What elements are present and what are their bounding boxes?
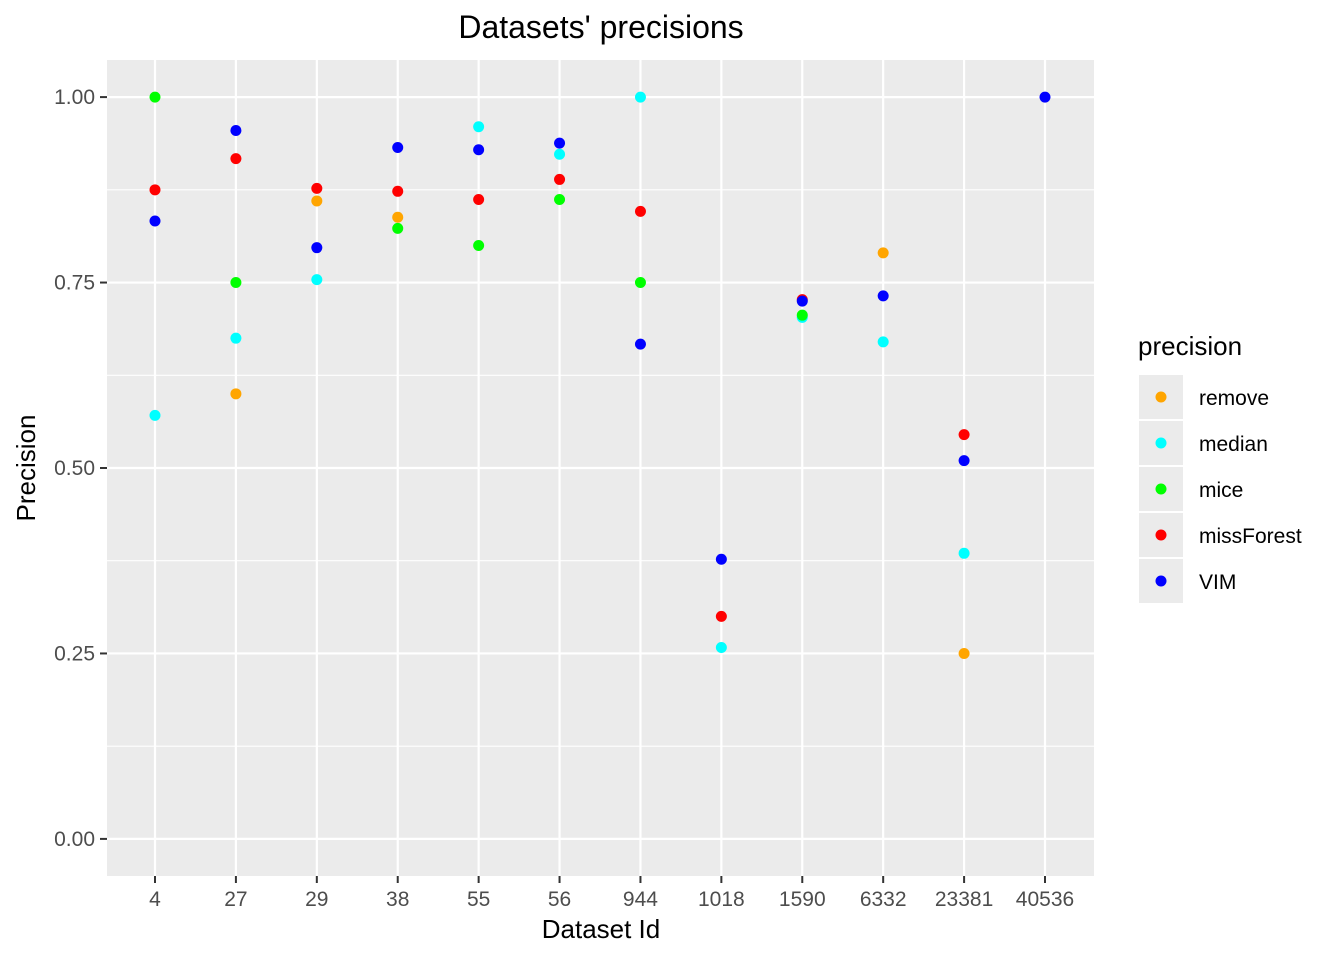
data-point-median	[311, 274, 323, 286]
data-point-missforest	[634, 205, 646, 217]
y-tick-label: 1.00	[54, 86, 95, 109]
data-point-mice	[230, 277, 242, 289]
data-point-median	[958, 547, 970, 559]
data-point-median	[554, 148, 566, 160]
y-tick-label: 0.25	[54, 642, 95, 665]
data-points	[149, 91, 1051, 659]
chart-title: Datasets' precisions	[458, 9, 743, 45]
data-point-missforest	[958, 429, 970, 441]
data-point-missforest	[554, 173, 566, 185]
x-tick-label: 944	[623, 888, 658, 911]
data-point-mice	[634, 277, 646, 289]
data-point-remove	[392, 211, 404, 223]
legend-marker-missforest	[1155, 529, 1167, 541]
data-point-vim	[958, 455, 970, 467]
data-point-median	[634, 91, 646, 103]
legend-marker-remove	[1155, 391, 1167, 403]
data-point-vim	[473, 144, 485, 156]
data-point-mice	[473, 239, 485, 251]
x-tick-label: 1590	[779, 888, 826, 911]
data-point-mice	[796, 309, 808, 321]
y-axis: 0.00 0.25 0.50 0.75 1.00	[54, 86, 107, 851]
y-tick-label: 0.75	[54, 272, 95, 295]
x-tick-label: 38	[386, 888, 409, 911]
data-point-vim	[230, 124, 242, 136]
data-point-mice	[149, 91, 161, 103]
grid-major-lines	[107, 60, 1094, 876]
y-axis-title: Precision	[11, 415, 41, 522]
data-point-vim	[149, 215, 161, 227]
x-tick-label: 56	[548, 888, 571, 911]
data-point-vim	[715, 553, 727, 565]
legend-marker-median	[1155, 437, 1167, 449]
data-point-median	[230, 332, 242, 344]
data-point-remove	[877, 247, 889, 259]
x-tick-label: 40536	[1016, 888, 1074, 911]
data-point-vim	[311, 242, 323, 254]
x-tick-label: 23381	[935, 888, 993, 911]
data-point-remove	[230, 388, 242, 400]
y-tick-label: 0.00	[54, 828, 95, 851]
data-point-missforest	[715, 610, 727, 622]
data-point-remove	[311, 195, 323, 207]
x-tick-label: 55	[467, 888, 490, 911]
data-point-vim	[634, 338, 646, 350]
data-point-vim	[1039, 91, 1051, 103]
grid-minor-lines	[107, 189, 1094, 747]
data-point-vim	[392, 142, 404, 154]
x-tick-label: 1018	[698, 888, 745, 911]
legend-marker-mice	[1155, 483, 1167, 495]
legend-label-vim: VIM	[1199, 571, 1236, 594]
data-point-mice	[392, 222, 404, 234]
data-point-missforest	[473, 193, 485, 205]
data-point-median	[877, 336, 889, 348]
x-axis-title: Dataset Id	[542, 914, 661, 944]
legend: precision remove median mice missForest VIM	[1138, 331, 1302, 603]
data-point-median	[473, 121, 485, 133]
legend-label-missforest: missForest	[1199, 525, 1302, 548]
legend-title: precision	[1138, 331, 1242, 361]
data-point-remove	[958, 647, 970, 659]
y-tick-label: 0.50	[54, 457, 95, 480]
data-point-vim	[796, 295, 808, 307]
legend-label-remove: remove	[1199, 387, 1269, 410]
x-axis: 4 27 29 38 55 56 944 1018 1590 6332 23381 40536	[149, 876, 1074, 911]
data-point-median	[149, 409, 161, 421]
data-point-missforest	[230, 153, 242, 165]
data-point-missforest	[392, 185, 404, 197]
legend-marker-vim	[1155, 575, 1167, 587]
data-point-vim	[877, 290, 889, 302]
x-tick-label: 6332	[860, 888, 907, 911]
x-tick-label: 29	[305, 888, 328, 911]
data-point-mice	[554, 193, 566, 205]
x-tick-label: 4	[149, 888, 161, 911]
x-tick-label: 27	[224, 888, 247, 911]
data-point-median	[715, 642, 727, 654]
legend-label-median: median	[1199, 433, 1268, 456]
data-point-vim	[554, 137, 566, 149]
legend-label-mice: mice	[1199, 479, 1243, 502]
data-point-missforest	[149, 184, 161, 196]
data-point-missforest	[311, 182, 323, 194]
